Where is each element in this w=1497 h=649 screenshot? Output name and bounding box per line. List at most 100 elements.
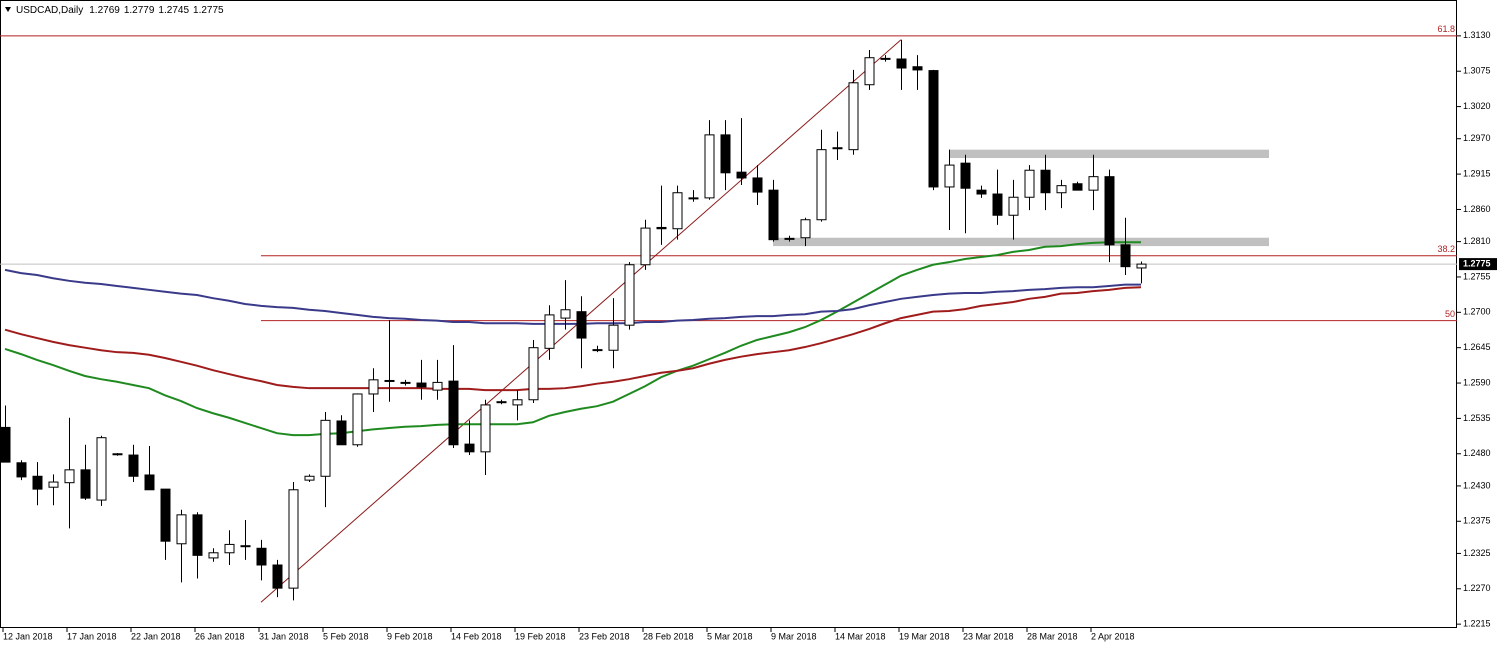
candle-body — [1056, 185, 1067, 194]
y-tick-label: 1.2590 — [1463, 377, 1491, 387]
moving-average — [4, 241, 1141, 437]
x-tick-label: 28 Feb 2018 — [643, 631, 694, 641]
candle-body — [992, 193, 1003, 216]
sr-zone — [949, 149, 1269, 159]
candle-body — [1024, 169, 1035, 198]
menu-arrow[interactable] — [5, 7, 11, 12]
candle-body — [144, 474, 155, 491]
candle-body — [240, 545, 251, 548]
candle-body — [640, 227, 651, 266]
x-tick-label: 22 Jan 2018 — [131, 631, 181, 641]
moving-average — [4, 268, 1141, 325]
y-tick-label: 1.2700 — [1463, 307, 1491, 317]
candle-body — [304, 475, 315, 481]
x-tick-label: 14 Feb 2018 — [451, 631, 502, 641]
candle-body — [800, 219, 811, 239]
candle-body — [480, 404, 491, 453]
candle-body — [400, 381, 411, 384]
candle-body — [176, 514, 187, 545]
y-tick-label: 1.2915 — [1463, 168, 1491, 178]
x-tick-label: 23 Feb 2018 — [579, 631, 630, 641]
candle-body — [656, 226, 667, 230]
candle-body — [368, 379, 379, 395]
price-tag — [1459, 258, 1497, 271]
candle-body — [1120, 244, 1131, 268]
x-tick-label: 5 Mar 2018 — [707, 631, 753, 641]
candle-body — [272, 564, 283, 589]
x-tick-label: 17 Jan 2018 — [67, 631, 117, 641]
header-close: 1.2775 — [193, 5, 224, 16]
candle-body — [416, 382, 427, 388]
x-tick-label: 14 Mar 2018 — [835, 631, 886, 641]
candle-body — [80, 469, 91, 499]
x-tick-label: 12 Jan 2018 — [3, 631, 53, 641]
candle-body — [848, 82, 859, 151]
candle-body — [256, 547, 267, 566]
x-tick-label: 19 Feb 2018 — [515, 631, 566, 641]
candle-body — [544, 314, 555, 349]
plot-frame — [0, 0, 1457, 628]
header-high: 1.2779 — [124, 5, 155, 16]
header-open: 1.2769 — [89, 5, 120, 16]
candle-body — [1088, 176, 1099, 191]
candle-body — [432, 381, 443, 391]
candle-body — [384, 379, 395, 382]
candle-body — [736, 171, 747, 179]
candle-body — [672, 192, 683, 230]
fib-label: 50 — [1445, 309, 1455, 319]
moving-average — [4, 286, 1142, 392]
y-tick-label: 1.2645 — [1463, 342, 1491, 352]
y-tick-label: 1.2430 — [1463, 480, 1491, 490]
candle-body — [816, 149, 827, 221]
candle-body — [464, 443, 475, 453]
candle-body — [64, 469, 75, 484]
candle-body — [704, 134, 715, 199]
candle-body — [928, 70, 939, 188]
candle-body — [976, 189, 987, 195]
candle-body — [224, 543, 235, 554]
x-tick-label: 9 Feb 2018 — [387, 631, 433, 641]
candle-body — [48, 481, 59, 488]
chart-title: USDCAD,Daily — [16, 5, 83, 16]
candle-body — [768, 189, 779, 241]
candle-body — [688, 197, 699, 200]
candle-body — [16, 462, 27, 478]
price-tag-label: 1.2775 — [1463, 258, 1491, 268]
y-tick-label: 1.3130 — [1463, 30, 1491, 40]
candle-body — [592, 349, 603, 352]
candle-body — [720, 134, 731, 174]
x-tick-label: 5 Feb 2018 — [323, 631, 369, 641]
header: USDCAD,Daily 1.2769 1.2779 1.2745 1.2775 — [16, 5, 224, 16]
y-tick-label: 1.2270 — [1463, 583, 1491, 593]
candle-body — [1072, 183, 1083, 191]
candle-body — [944, 164, 955, 188]
candle-body — [208, 552, 219, 559]
candle-body — [624, 264, 635, 326]
y-tick-label: 1.2860 — [1463, 204, 1491, 214]
x-tick-label: 19 Mar 2018 — [899, 631, 950, 641]
candle-body — [320, 419, 331, 477]
sr-zone — [773, 237, 1269, 247]
fib-label: 38.2 — [1437, 244, 1455, 254]
y-tick-label: 1.3075 — [1463, 66, 1491, 76]
x-tick-label: 28 Mar 2018 — [1027, 631, 1078, 641]
candle-body — [1008, 196, 1019, 216]
candle-body — [864, 57, 875, 86]
candle-body — [880, 57, 891, 60]
candle-body — [160, 488, 171, 542]
candle-body — [512, 399, 523, 406]
candle-body — [112, 453, 123, 456]
candle-body — [288, 489, 299, 589]
candle-body — [96, 437, 107, 501]
candle-body — [1104, 176, 1115, 246]
candle-body — [32, 475, 43, 490]
x-tick-label: 23 Mar 2018 — [963, 631, 1014, 641]
candle-body — [0, 426, 11, 463]
y-tick-label: 1.2325 — [1463, 548, 1491, 558]
candle-body — [576, 311, 587, 339]
y-tick-label: 1.2535 — [1463, 413, 1491, 423]
x-tick-label: 9 Mar 2018 — [771, 631, 817, 641]
y-tick-label: 1.2375 — [1463, 516, 1491, 526]
candle-body — [832, 147, 843, 150]
